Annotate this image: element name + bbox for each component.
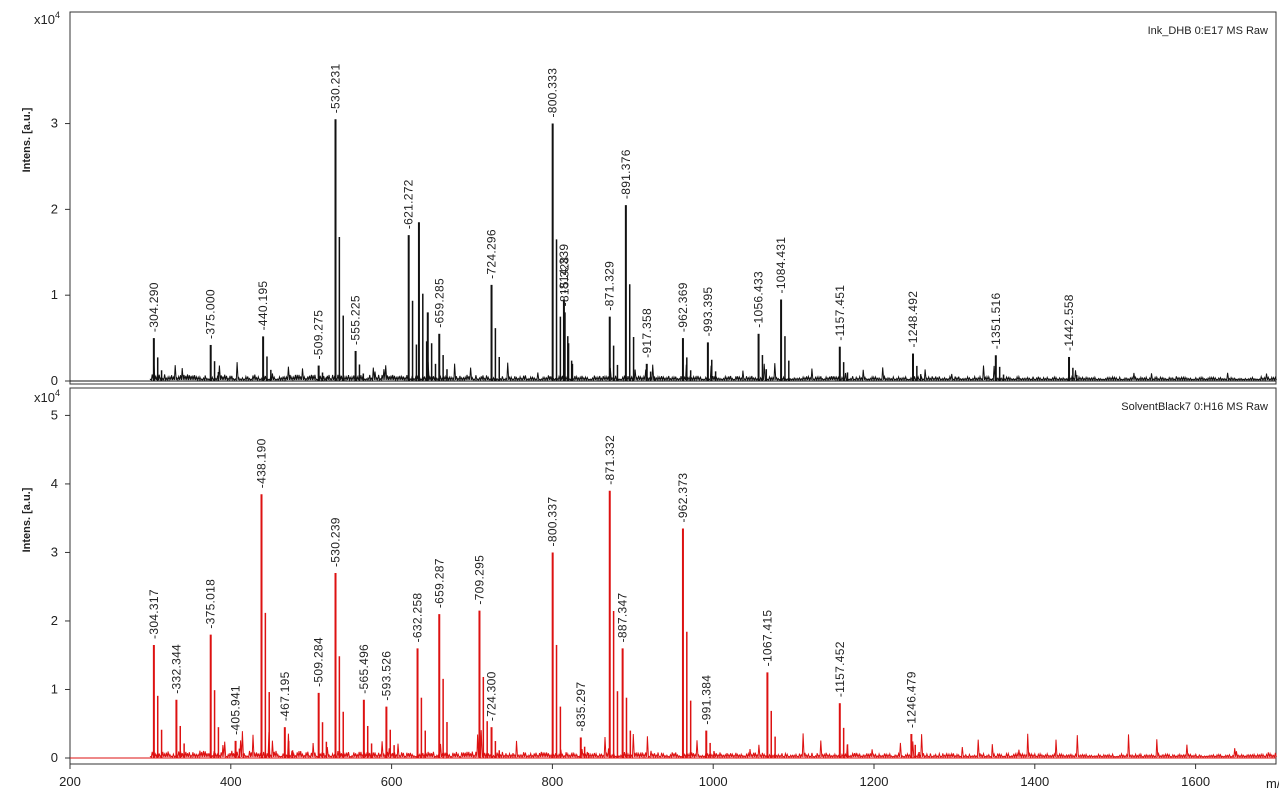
peak-label: -815.328 — [558, 257, 572, 307]
peak-label: -1084.431 — [774, 237, 788, 294]
y-tick-label: 0 — [51, 750, 58, 765]
peak-label: -1246.479 — [904, 671, 918, 728]
panel-bottom-title: SolventBlack7 0:H16 MS Raw — [1121, 401, 1268, 413]
peak-label: -814.339 — [557, 244, 571, 294]
panel-top-y-exponent-power: 4 — [55, 10, 60, 20]
peak-label: -509.284 — [312, 637, 326, 687]
panel-bottom-y-exponent-power: 4 — [55, 388, 60, 398]
x-tick-label: 1400 — [1020, 774, 1049, 789]
y-tick-label: 3 — [51, 544, 58, 559]
x-tick-label: 600 — [381, 774, 403, 789]
peak-label: -632.258 — [411, 593, 425, 643]
panel-top-peak-labels: -304.290 -375.000 -440.195 -509.275 -530.231… — [147, 63, 1076, 359]
peak-label: -800.337 — [546, 497, 560, 547]
panel-top-y-axis-title: Intens. [a.u.] — [21, 107, 33, 172]
panel-bottom-y-exponent: x104 — [34, 388, 60, 405]
peak-label: -835.297 — [574, 682, 588, 732]
peak-label: -724.300 — [485, 671, 499, 721]
peak-label: -962.369 — [676, 282, 690, 332]
peak-label: -962.373 — [676, 473, 690, 523]
peak-label: -871.332 — [603, 435, 617, 485]
peak-label: -1056.433 — [752, 271, 766, 328]
peak-label: -991.384 — [699, 675, 713, 725]
y-tick-label: 1 — [51, 287, 58, 302]
peak-label: -530.231 — [329, 63, 343, 113]
peak-label: -375.000 — [204, 289, 218, 339]
panel-top-title: Ink_DHB 0:E17 MS Raw — [1148, 25, 1268, 37]
x-tick-label: 200 — [59, 774, 81, 789]
panel-top-y-exponent-base: x10 — [34, 12, 55, 27]
y-tick-label: 5 — [51, 407, 58, 422]
peak-label: -509.275 — [312, 310, 326, 360]
peak-label: -1351.516 — [989, 292, 1003, 349]
peak-label: -709.295 — [472, 555, 486, 605]
panel-top-peaks — [70, 119, 1277, 382]
panel-bottom-y-axis-title: Intens. [a.u.] — [21, 487, 33, 552]
peak-label: -467.195 — [278, 671, 292, 721]
x-tick-label: 1200 — [860, 774, 889, 789]
panel-top: Ink_DHB 0:E17 MS Raw Intens. [a.u.] x104… — [21, 10, 1277, 388]
peak-label: -800.333 — [546, 68, 560, 118]
y-tick-label: 2 — [51, 613, 58, 628]
peak-label: -659.287 — [432, 558, 446, 608]
peak-label: -724.296 — [485, 229, 499, 279]
peak-label: -304.317 — [147, 589, 161, 639]
peak-label: -438.190 — [255, 438, 269, 488]
peak-label: -621.272 — [402, 179, 416, 229]
peak-label: -1248.492 — [906, 291, 920, 348]
panel-top-y-exponent: x104 — [34, 10, 60, 27]
peak-label: -1442.558 — [1062, 294, 1076, 351]
panel-bottom-x-ticks: 200 400 600 800 1000 1200 1400 1600 — [59, 764, 1210, 789]
panel-bottom-peak-labels: -304.317 -332.344 -375.018 -405.941 -438.190… — [147, 435, 918, 735]
x-tick-label: 800 — [542, 774, 564, 789]
panel-top-y-ticks: 0 1 2 3 — [51, 116, 70, 388]
y-tick-label: 2 — [51, 201, 58, 216]
peak-label: -375.018 — [204, 579, 218, 629]
spectrum-baseline — [149, 361, 1277, 382]
peak-label: -887.347 — [616, 593, 630, 643]
peak-label: -593.526 — [379, 651, 393, 701]
peak-label: -405.941 — [229, 685, 243, 735]
panel-bottom-y-ticks: 0 1 2 3 4 5 — [51, 407, 70, 765]
panel-bottom-frame — [69, 387, 1277, 765]
y-tick-label: 0 — [51, 373, 58, 388]
panel-bottom-peaks — [70, 490, 1277, 759]
peak-label: -993.395 — [701, 287, 715, 337]
peak-label: -891.376 — [619, 149, 633, 199]
peak-label: -1067.415 — [760, 610, 774, 667]
peak-label: -871.329 — [603, 261, 617, 311]
peak-label: -565.496 — [357, 644, 371, 694]
y-tick-label: 1 — [51, 681, 58, 696]
y-tick-label: 4 — [51, 476, 58, 491]
y-tick-label: 3 — [51, 116, 58, 131]
spectrum-baseline — [149, 730, 1277, 759]
panel-bottom: SolventBlack7 0:H16 MS Raw Intens. [a.u.… — [21, 387, 1279, 791]
peak-label: -530.239 — [329, 517, 343, 567]
peak-label: -555.225 — [349, 295, 363, 345]
peak-label: -1157.451 — [833, 285, 847, 341]
x-tick-label: 400 — [220, 774, 242, 789]
peak-label: -440.195 — [256, 281, 270, 331]
x-tick-label: 1600 — [1181, 774, 1210, 789]
peak-label: -659.285 — [432, 278, 446, 328]
panel-top-frame — [69, 11, 1277, 385]
peak-label: -304.290 — [147, 282, 161, 332]
peak-label: -917.358 — [640, 308, 654, 358]
x-axis-title: m/z — [1266, 776, 1279, 791]
peak-label: -1157.452 — [833, 641, 847, 697]
panel-bottom-y-exponent-base: x10 — [34, 390, 55, 405]
x-tick-label: 1000 — [699, 774, 728, 789]
peak-label: -332.344 — [169, 644, 183, 694]
